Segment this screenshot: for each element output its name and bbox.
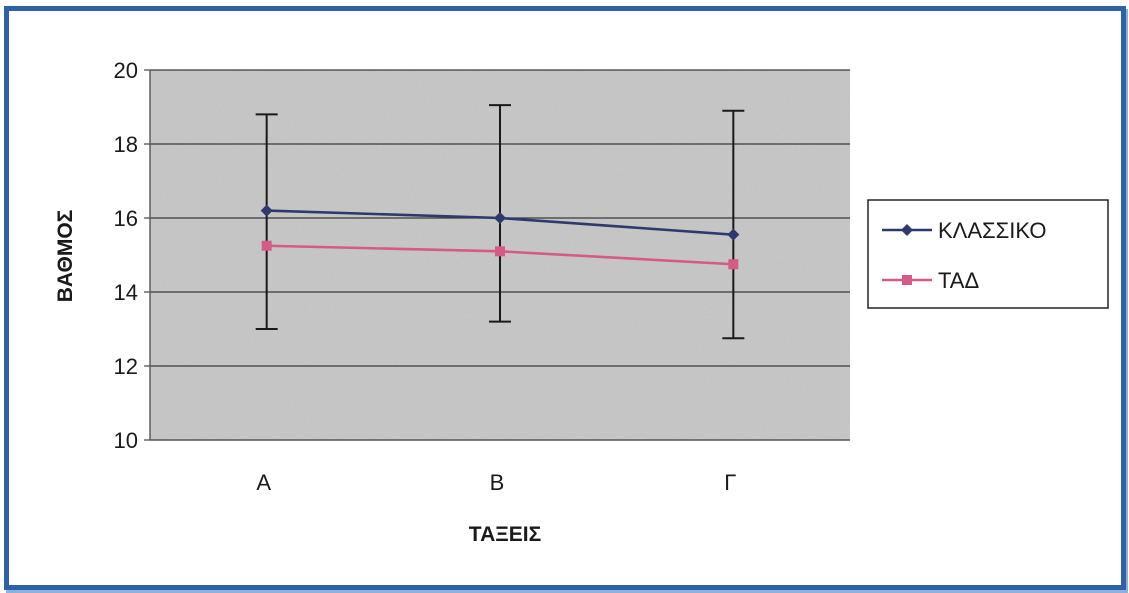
legend-box — [867, 199, 1109, 309]
data-point — [728, 259, 739, 270]
y-tick-label: 20 — [114, 58, 138, 83]
x-tick-label: Γ — [724, 470, 736, 495]
x-tick-label: B — [490, 470, 505, 495]
y-tick-label: 14 — [114, 280, 138, 305]
y-tick-label: 10 — [114, 428, 138, 453]
y-tick-label: 16 — [114, 206, 138, 231]
x-axis-label: ΤΑΞΕΙΣ — [469, 523, 541, 546]
y-axis-label: ΒΑΘΜΟΣ — [54, 210, 77, 303]
legend-label: ΤΑΔ — [938, 268, 979, 293]
legend-label: ΚΛΑΣΣΙΚΟ — [938, 218, 1046, 243]
legend-square-icon — [902, 275, 912, 285]
y-tick-label: 12 — [114, 354, 138, 379]
data-point — [260, 204, 273, 217]
legend: ΚΛΑΣΣΙΚΟ ΤΑΔ — [867, 199, 1109, 309]
data-point — [494, 212, 506, 224]
legend-diamond-icon — [901, 224, 913, 236]
data-point — [495, 246, 505, 257]
data-point — [727, 228, 740, 241]
data-point — [261, 240, 272, 251]
y-tick-label: 18 — [114, 132, 138, 157]
x-tick-label: A — [256, 470, 271, 495]
